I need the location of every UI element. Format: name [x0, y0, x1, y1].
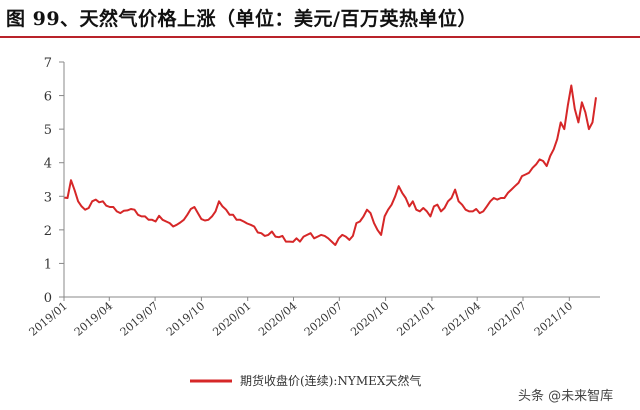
x-tick-label: 2021/01 [394, 299, 437, 338]
x-tick-label: 2021/07 [486, 299, 529, 338]
x-tick-label: 2021/10 [532, 299, 575, 338]
y-axis: 0 1 2 3 4 5 6 7 [44, 56, 65, 306]
y-tick-label: 2 [44, 224, 52, 239]
y-tick-label: 0 [44, 291, 52, 306]
legend: 期货收盘价(连续):NYMEX天然气 [190, 373, 421, 388]
y-tick-label: 5 [44, 123, 52, 138]
series-line-nymex-gas [64, 84, 597, 246]
title-divider [0, 36, 640, 38]
y-tick-label: 6 [44, 90, 52, 105]
x-tick-label: 2021/04 [440, 299, 483, 338]
chart-title: 图 99、天然气价格上涨（单位：美元/百万英热单位） [6, 8, 477, 30]
y-tick-label: 7 [44, 56, 52, 71]
x-tick-label: 2019/10 [164, 299, 207, 338]
watermark: 头条 @未来智库 [518, 388, 613, 404]
x-tick-label: 2020/01 [210, 299, 253, 338]
y-tick-label: 4 [44, 157, 52, 172]
x-tick-label: 2020/07 [302, 299, 345, 338]
legend-label: 期货收盘价(连续):NYMEX天然气 [240, 373, 421, 388]
y-tick-label: 3 [44, 190, 52, 205]
y-tick-label: 1 [44, 257, 52, 272]
x-axis: 2019/01 2019/04 2019/07 2019/10 2020/01 2020/… [27, 296, 600, 339]
x-tick-label: 2020/04 [256, 299, 299, 338]
x-tick-label: 2019/07 [118, 299, 161, 338]
x-tick-label: 2020/10 [348, 299, 391, 338]
x-tick-label: 2019/04 [72, 299, 115, 338]
